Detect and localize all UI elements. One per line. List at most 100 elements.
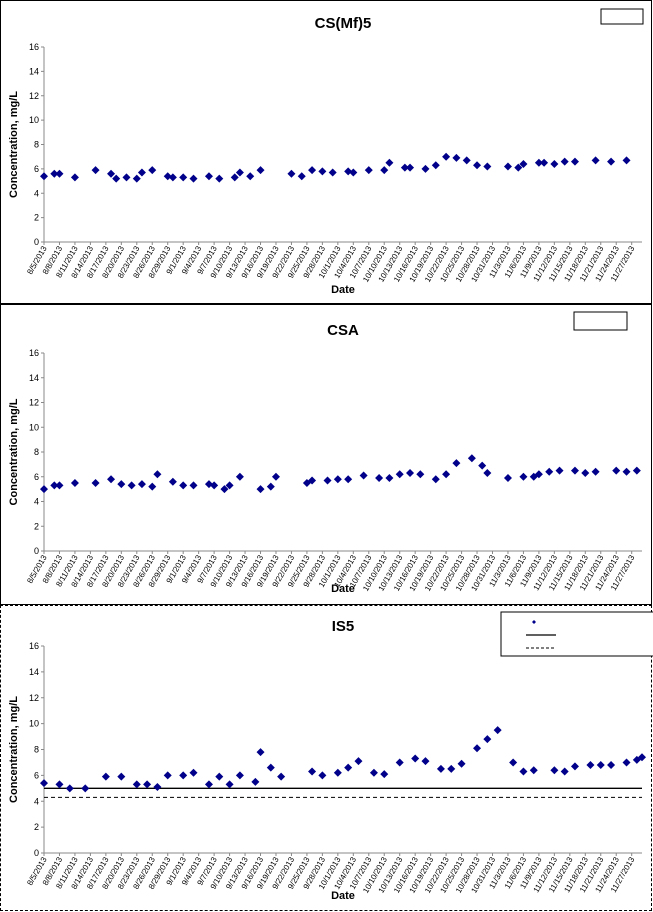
y-tick-label: 16 [29,348,39,358]
data-point [622,156,631,165]
y-tick-label: 4 [34,796,39,806]
x-axis-label: Date [331,583,355,595]
chart-title: IS5 [332,618,355,635]
y-tick-label: 10 [29,115,39,125]
data-point [318,771,327,780]
data-point [179,771,188,780]
chart-panel: CS(Mf)5 0 2 4 6 8 10 12 14 16 8/5/2013 8/8/2013 8/11… [0,0,652,304]
data-point [122,173,131,182]
data-point [70,173,79,182]
data-point [256,166,265,175]
data-point [308,166,317,175]
data-point [395,758,404,767]
data-point [596,761,605,770]
data-point [421,757,430,766]
data-point [297,172,306,181]
data-point [457,759,466,768]
data-point [622,467,631,476]
data-point [509,758,518,767]
y-tick-label: 16 [29,42,39,52]
data-point [137,480,146,489]
data-point [204,172,213,181]
data-point [400,163,409,172]
data-point [81,784,90,793]
y-tick-label: 2 [34,521,39,531]
data-point [246,172,255,181]
data-point [503,162,512,171]
chart: CS(Mf)502468101214168/5/20138/8/20138/11… [8,8,644,296]
series [40,152,631,183]
data-point [570,466,579,475]
y-tick-label: 10 [29,719,39,729]
data-point [148,482,157,491]
data-point [591,156,600,165]
data-point [55,780,64,789]
legend-box [573,311,628,331]
data-point [235,771,244,780]
data-point [189,174,198,183]
y-tick-label: 8 [34,140,39,150]
data-point [230,173,239,182]
data-point [483,469,492,478]
y-tick-label: 16 [29,641,39,651]
data-point [519,472,528,481]
data-point [308,767,317,776]
data-point [560,157,569,166]
y-tick-label: 4 [34,497,39,507]
data-point [132,780,141,789]
data-point [271,472,280,481]
data-point [586,761,595,770]
data-point [369,768,378,777]
legend [573,311,628,331]
chart-panel: IS5 0 2 4 6 8 10 12 14 16 8/5/2013 8/8/2013 8/11/201… [0,605,653,911]
chart-panel: CSA 0 2 4 6 8 10 12 14 16 8/5/2013 8/8/2013 8/11/201… [0,304,652,605]
y-tick-label: 12 [29,398,39,408]
data-point [344,763,353,772]
data-point [591,467,600,476]
data-point [117,480,126,489]
data-point [210,481,219,490]
data-point [607,761,616,770]
data-point [318,167,327,176]
legend [600,8,644,25]
data-point [70,478,79,487]
y-tick-label: 14 [29,667,39,677]
y-tick-label: 0 [34,546,39,556]
data-point [514,163,523,172]
data-point [153,783,162,792]
data-point [540,158,549,167]
data-point [235,472,244,481]
data-point [380,166,389,175]
data-point [65,784,74,793]
data-point [333,768,342,777]
data-point [483,162,492,171]
data-point [101,772,110,781]
y-tick-label: 0 [34,848,39,858]
data-point [323,476,332,485]
data-point [570,157,579,166]
y-axis-label: Concentration, mg/L [8,398,20,505]
data-point [560,767,569,776]
data-point [168,477,177,486]
data-point [132,174,141,183]
data-point [328,168,337,177]
data-point [91,166,100,175]
data-point [375,473,384,482]
series [40,454,641,494]
data-point [529,766,538,775]
data-point [153,470,162,479]
data-point [447,764,456,773]
y-tick-label: 2 [34,213,39,223]
data-point [519,160,528,168]
data-point [622,758,631,767]
data-point [462,156,471,165]
data-point [452,459,461,468]
data-point [493,726,502,735]
y-tick-label: 6 [34,472,39,482]
data-point [179,481,188,490]
y-tick-label: 8 [34,447,39,457]
data-point [431,161,440,170]
chart-title: CS(Mf)5 [315,15,372,32]
data-point [364,166,373,175]
data-point [385,158,394,167]
